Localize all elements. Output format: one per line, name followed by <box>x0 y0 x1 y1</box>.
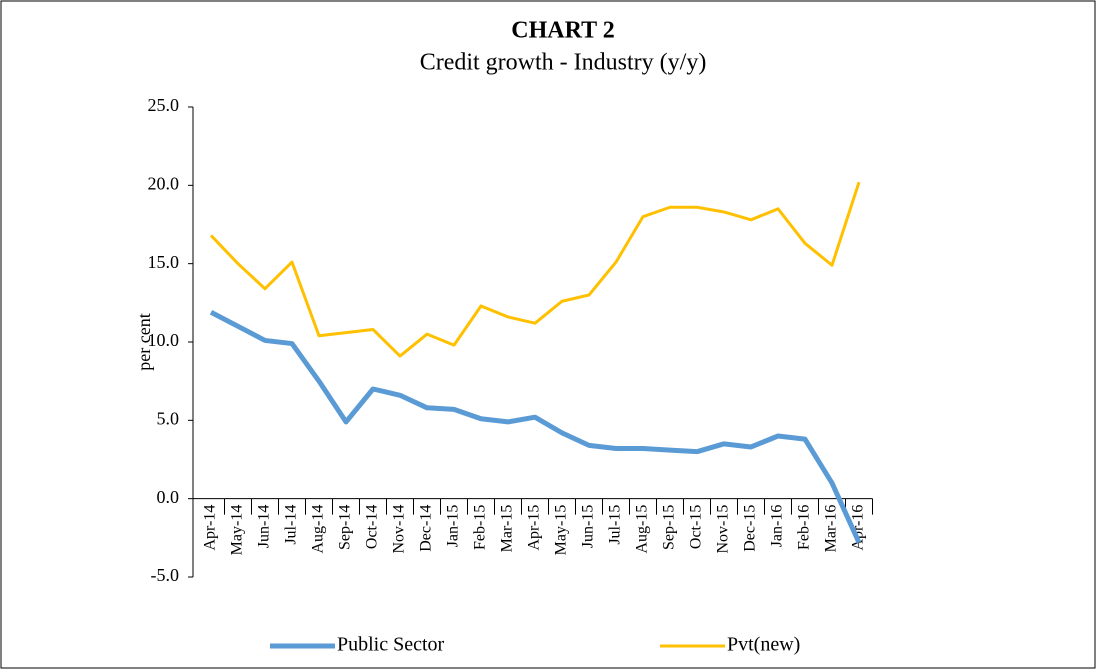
x-tick-label: Jun-14 <box>256 505 273 549</box>
chart-subtitle: Credit growth - Industry (y/y) <box>420 50 707 76</box>
x-tick-label: May-14 <box>229 505 246 556</box>
legend-label: Pvt(new) <box>727 634 800 656</box>
x-tick-label: Jul-15 <box>607 505 624 545</box>
x-tick-label: Jul-14 <box>283 505 300 545</box>
legend-label: Public Sector <box>337 634 445 656</box>
series-line <box>209 181 861 358</box>
x-tick-label: Dec-15 <box>742 505 759 552</box>
x-tick-label: Oct-15 <box>688 505 705 549</box>
y-axis-label: per cent <box>134 313 154 370</box>
y-tick-label: 15.0 <box>148 252 180 272</box>
x-tick-label: Dec-14 <box>418 505 435 552</box>
series-line <box>209 310 862 544</box>
x-tick-label: Mar-16 <box>823 505 840 553</box>
x-tick-label: Sep-14 <box>337 505 354 550</box>
x-tick-label: May-15 <box>553 505 570 556</box>
x-tick-label: Jan-16 <box>769 505 786 548</box>
x-tick-label: Apr-16 <box>850 505 867 551</box>
x-tick-label: Feb-16 <box>796 505 813 550</box>
x-tick-label: Sep-15 <box>661 505 678 550</box>
x-tick-label: Jan-15 <box>445 505 462 548</box>
y-tick-label: 10.0 <box>148 330 180 350</box>
y-tick-label: 0.0 <box>157 487 180 507</box>
chart-title: CHART 2 <box>511 18 614 44</box>
x-tick-label: Aug-14 <box>310 505 327 554</box>
y-tick-label: 5.0 <box>157 408 180 428</box>
x-tick-label: Nov-14 <box>391 505 408 554</box>
y-tick-label: 25.0 <box>148 95 180 115</box>
x-tick-label: Feb-15 <box>472 505 489 550</box>
x-tick-label: Apr-15 <box>526 505 543 551</box>
x-tick-label: Nov-15 <box>715 505 732 554</box>
x-tick-label: Mar-15 <box>499 505 516 553</box>
x-tick-label: Jun-15 <box>580 505 597 549</box>
x-tick-label: Apr-14 <box>202 505 219 551</box>
x-tick-label: Aug-15 <box>634 505 651 554</box>
y-tick-label: 20.0 <box>148 173 180 193</box>
y-tick-label: -5.0 <box>151 565 180 585</box>
x-tick-label: Oct-14 <box>364 505 381 549</box>
